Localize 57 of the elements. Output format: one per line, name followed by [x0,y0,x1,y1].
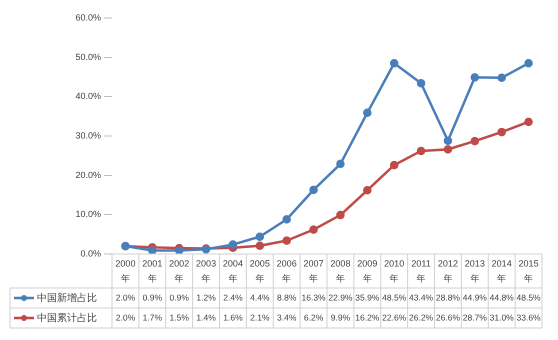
data-label: 1.7% [142,312,162,322]
x-tick-label: 2007年 [304,258,324,284]
x-tick-label: 2009年 [357,258,378,284]
x-tick-label: 2006年 [276,258,297,284]
x-tick-label: 2004年 [222,258,243,284]
data-label: 33.6% [516,312,542,322]
data-label: 26.6% [436,312,460,322]
x-tick-label: 2011年 [411,258,431,284]
y-tick-label: 20.0% [75,170,101,180]
legend-label: 中国累计占比 [37,312,97,324]
data-label: 1.4% [196,312,216,322]
x-tick-label: 2005年 [250,258,270,284]
data-label: 26.2% [409,312,434,322]
y-tick-label: 10.0% [75,209,101,220]
legend-label: 中国新增占比 [37,292,97,304]
data-label: 0.9% [142,292,162,302]
data-label: 48.5% [516,292,542,302]
data-label: 1.5% [170,312,190,322]
y-tick-label: 60.0% [75,12,101,22]
data-label: 6.2% [304,312,324,322]
data-label: 16.2% [355,312,380,322]
x-tick-label: 2010年 [384,258,404,284]
data-label: 28.8% [436,292,460,302]
data-label: 35.9% [355,292,380,302]
y-tick-label: 50.0% [75,52,101,62]
data-label: 44.9% [462,292,488,302]
y-tick-label: 30.0% [75,130,101,140]
data-label: 2.0% [116,292,136,302]
data-label: 2.0% [116,312,136,322]
data-label: 3.4% [277,312,297,322]
data-label: 22.6% [382,312,407,322]
data-label: 16.3% [302,292,326,302]
data-label: 44.8% [490,292,514,302]
x-tick-label: 2015年 [518,258,539,284]
data-label: 43.4% [409,292,434,302]
data-label: 31.0% [490,312,514,322]
data-label: 2.1% [250,312,270,322]
data-label: 9.9% [330,312,351,322]
x-tick-label: 2000年 [115,258,136,284]
data-label: 1.2% [196,292,216,302]
data-label: 28.7% [462,312,488,322]
x-tick-label: 2002年 [169,258,190,284]
x-tick-label: 2014年 [492,258,512,284]
data-label: 1.6% [223,312,244,322]
x-tick-label: 2003年 [196,258,216,284]
x-tick-label: 2013年 [464,258,485,284]
y-tick-label: 0.0% [80,248,101,258]
data-label: 0.9% [170,292,190,302]
data-label: 8.8% [277,292,297,302]
data-label: 48.5% [382,292,407,302]
x-tick-label: 2001年 [142,258,162,284]
data-label: 22.9% [328,292,353,302]
x-tick-label: 2008年 [330,258,350,284]
data-label: 2.4% [223,292,244,302]
y-tick-label: 40.0% [75,91,101,102]
data-label: 4.4% [250,292,270,302]
x-tick-label: 2012年 [438,258,458,284]
